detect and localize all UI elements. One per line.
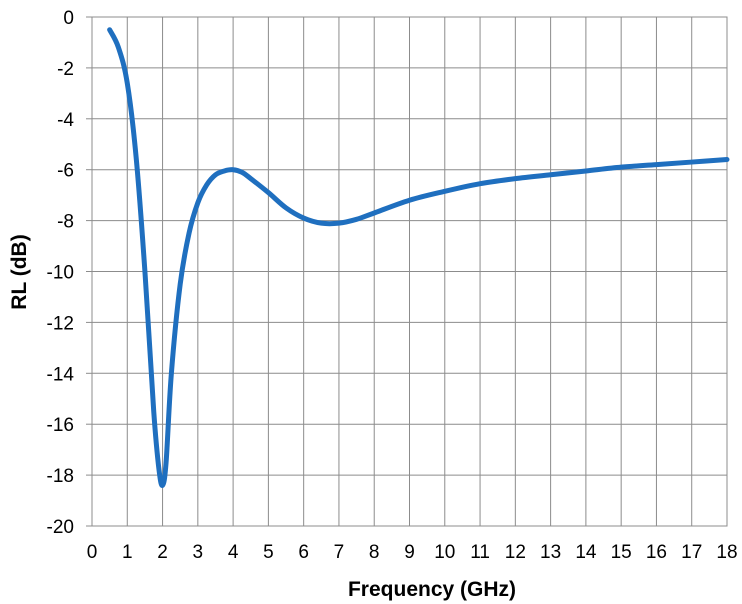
y-tick-label: -20 (47, 517, 74, 538)
y-tick-label: -16 (47, 415, 74, 436)
x-axis-title: Frequency (GHz) (348, 578, 516, 601)
x-tick-label: 10 (434, 542, 455, 563)
y-tick-label: -2 (57, 59, 74, 80)
x-tick-label: 2 (157, 542, 168, 563)
x-tick-label: 12 (505, 542, 526, 563)
x-tick-label: 5 (263, 542, 274, 563)
y-axis-ticks: 0 -2 -4 -6 -8 -10 -12 -14 -16 -18 -20 (47, 8, 75, 538)
y-tick-label: -4 (57, 110, 74, 131)
x-tick-label: 13 (540, 542, 561, 563)
x-tick-label: 3 (193, 542, 204, 563)
y-tick-label: -10 (47, 263, 74, 284)
x-tick-label: 4 (228, 542, 239, 563)
grid (86, 16, 728, 527)
x-tick-label: 7 (334, 542, 345, 563)
x-tick-label: 11 (470, 542, 490, 563)
x-tick-label: 9 (404, 542, 415, 563)
plot-area (91, 16, 728, 527)
y-tick-label: -8 (57, 212, 74, 233)
y-axis-title: RL (dB) (8, 234, 31, 309)
y-tick-label: -6 (57, 161, 74, 182)
y-tick-label: -12 (47, 313, 74, 334)
x-axis-ticks: 0 1 2 3 4 5 6 7 8 9 10 11 12 13 14 15 16 17 18 (87, 542, 738, 563)
x-tick-label: 18 (716, 542, 737, 563)
series-line (107, 27, 730, 488)
y-tick-label: 0 (63, 8, 74, 29)
x-tick-label: 15 (611, 542, 632, 563)
x-tick-label: 14 (575, 542, 597, 563)
x-tick-label: 6 (298, 542, 309, 563)
x-tick-label: 1 (122, 542, 133, 563)
y-tick-label: -14 (47, 364, 75, 385)
x-tick-label: 0 (87, 542, 98, 563)
x-tick-label: 16 (646, 542, 667, 563)
y-tick-label: -18 (47, 466, 74, 487)
x-tick-label: 8 (369, 542, 380, 563)
x-tick-label: 17 (681, 542, 702, 563)
plot-border (91, 16, 728, 527)
